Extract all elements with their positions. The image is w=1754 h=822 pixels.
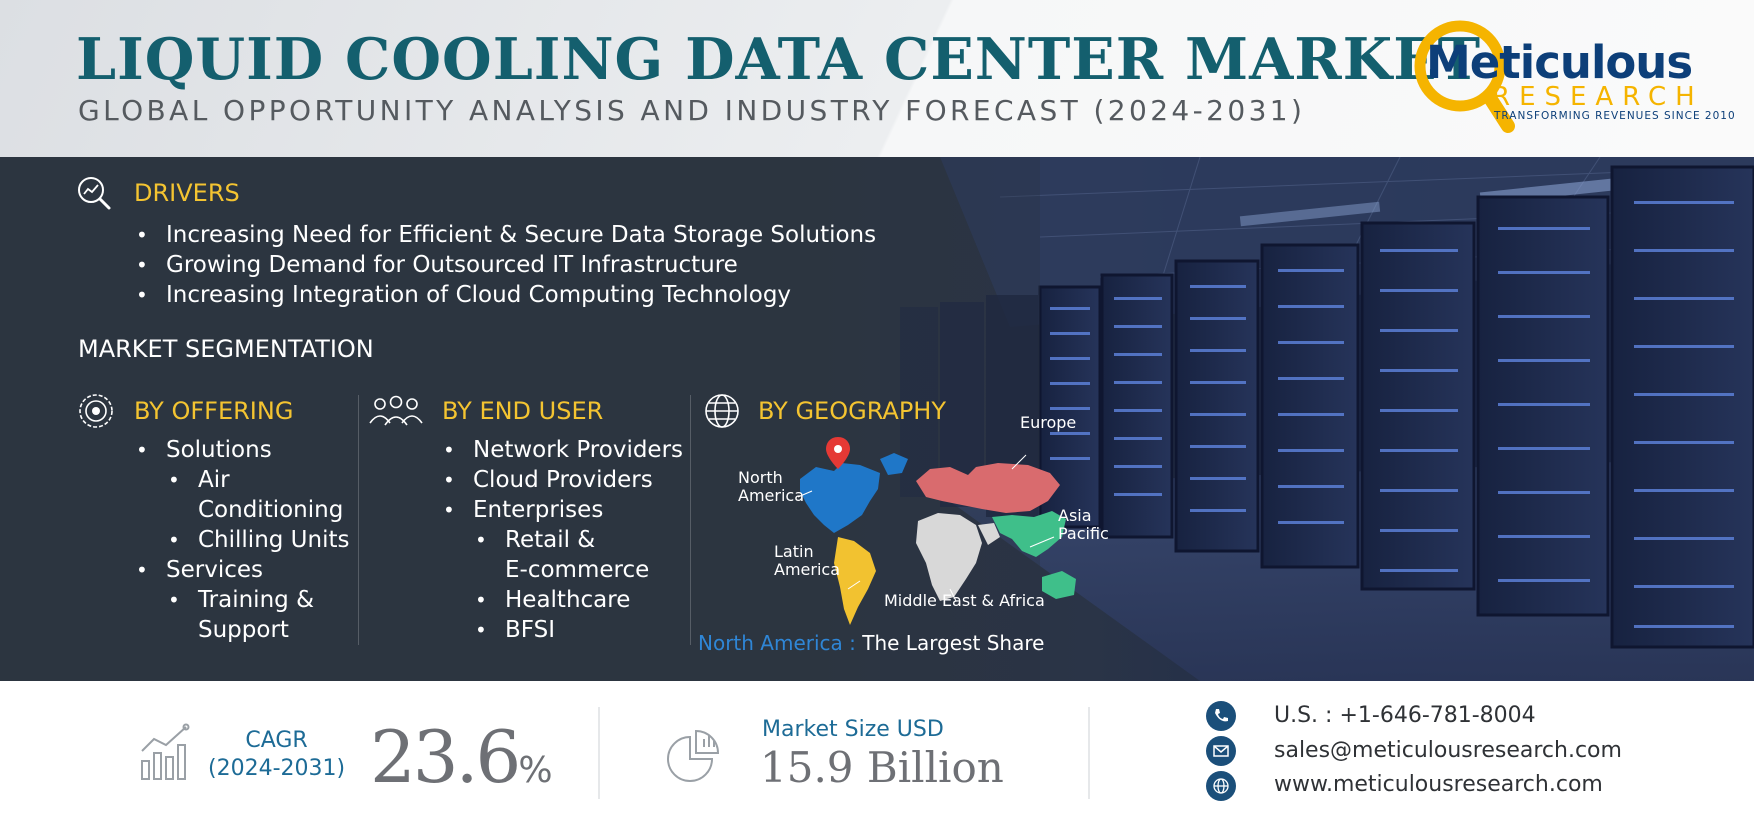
end-user-heading: BY END USER [442,397,604,425]
end-user-item-bfsi: BFSI [475,615,683,645]
geo-label-mea: Middle East & Africa [884,591,1045,610]
logo-tagline: TRANSFORMING REVENUES SINCE 2010 [1494,110,1736,122]
end-user-item-healthcare: Healthcare [475,585,683,615]
offering-heading: BY OFFERING [134,397,294,425]
email-address[interactable]: sales@meticulousresearch.com [1274,738,1622,763]
geo-label-latin-line1: Latin [774,542,814,561]
people-group-icon [369,395,423,426]
footer-divider [598,707,600,799]
largest-region: North America : [698,631,856,655]
drivers-list: Increasing Need for Efficient & Secure D… [136,220,876,310]
page-subtitle: GLOBAL OPPORTUNITY ANALYSIS AND INDUSTRY… [78,94,1306,127]
geo-label-north-america: North America [738,469,804,505]
end-user-item-cloud: Cloud Providers [443,465,683,495]
footer: CAGR (2024-2031) 23.6% Market Size USD 1… [0,681,1754,822]
logo-name: Meticulous [1426,36,1693,89]
driver-item: Increasing Need for Efficient & Secure D… [136,220,876,250]
target-gear-icon [79,394,113,428]
geo-label-latin-line2: America [774,560,840,579]
cagr-value: 23.6% [370,717,553,811]
end-user-item-retail-cont: E-commerce [505,557,650,583]
growth-chart-icon [141,723,190,780]
drivers-heading: DRIVERS [134,179,240,207]
web-globe-icon [1206,771,1236,801]
market-size-value: 15.9 Billion [760,743,1004,792]
largest-share-note: North America : The Largest Share [698,631,1044,655]
end-user-item-enterprises: Enterprises [443,495,683,525]
market-size-label: Market Size USD [762,717,944,742]
driver-item: Growing Demand for Outsourced IT Infrast… [136,250,876,280]
geo-label-north-america-line1: North [738,468,783,487]
offering-item-chilling-units: Chilling Units [168,525,349,555]
geo-label-asia-line2: Pacific [1058,524,1109,543]
offering-item-services: Services [136,555,350,585]
cagr-number: 23.6 [370,715,521,799]
footer-divider [1088,707,1090,799]
cagr-label: CAGR (2024-2031) [208,727,345,783]
globe-icon [705,394,739,428]
offering-item-air-conditioning-cont: Conditioning [198,497,344,523]
header: LIQUID COOLING DATA CENTER MARKET GLOBAL… [0,0,1754,157]
geo-label-latin-america: Latin America [774,543,840,579]
cagr-unit: % [518,750,553,791]
offering-list: Solutions Air Conditioning Chilling Unit… [136,435,350,645]
end-user-item-retail: Retail & [475,525,683,555]
email-icon [1206,736,1236,766]
phone-icon [1206,701,1236,731]
geo-label-asia-line1: Asia [1058,506,1092,525]
largest-share-text: The Largest Share [862,631,1045,655]
column-divider [358,395,359,645]
website-url[interactable]: www.meticulousresearch.com [1274,772,1603,797]
offering-item-air-conditioning: Air [168,465,350,495]
offering-item-training: Training & [168,585,350,615]
magnifier-logo-icon [1414,20,1515,133]
world-map [797,437,1076,625]
end-user-list: Network Providers Cloud Providers Enterp… [443,435,683,645]
geo-label-europe: Europe [1020,413,1077,432]
pie-chart-icon [667,729,720,782]
geography-heading: BY GEOGRAPHY [758,397,946,425]
offering-item-training-cont: Support [198,617,289,643]
column-divider [690,395,691,645]
geo-label-north-america-line2: America [738,486,804,505]
server-room-illustration [880,157,1754,681]
geo-label-asia-pacific: Asia Pacific [1058,507,1109,543]
cagr-period: (2024-2031) [208,756,346,781]
driver-item: Increasing Integration of Cloud Computin… [136,280,876,310]
logo-research: RESEARCH [1492,82,1704,112]
page-title: LIQUID COOLING DATA CENTER MARKET [76,26,1482,93]
content-band: DRIVERS Increasing Need for Efficient & … [0,157,1754,681]
company-logo: Meticulous RESEARCH TRANSFORMING REVENUE… [1412,18,1735,138]
segmentation-heading: MARKET SEGMENTATION [78,335,374,363]
phone-number[interactable]: U.S. : +1-646-781-8004 [1274,703,1536,728]
cagr-label-text: CAGR [245,728,308,753]
offering-item-solutions: Solutions [136,435,350,465]
magnifier-chart-icon [78,177,111,210]
end-user-item-network: Network Providers [443,435,683,465]
